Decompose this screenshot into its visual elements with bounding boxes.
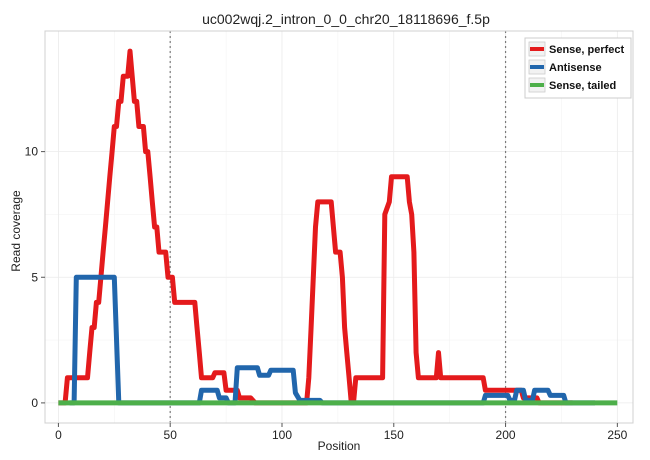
x-axis-label: Position <box>318 439 361 453</box>
legend-label: Antisense <box>549 62 602 74</box>
y-tick-label: 10 <box>25 145 39 159</box>
y-tick-label: 0 <box>31 396 38 410</box>
y-tick-label: 5 <box>31 270 38 284</box>
series-lines <box>58 48 618 406</box>
legend: Sense, perfect Antisense Sense, tailed <box>524 37 632 99</box>
reference-lines <box>169 31 507 423</box>
x-axis-ticks: 0 50 100 150 200 250 <box>55 423 628 442</box>
x-tick-label: 200 <box>496 428 516 442</box>
y-axis-label: Read coverage <box>9 190 23 272</box>
y-axis-ticks: 0 5 10 <box>25 145 45 410</box>
x-tick-label: 0 <box>55 428 62 442</box>
legend-label: Sense, perfect <box>549 44 625 56</box>
plot-border <box>44 30 634 424</box>
series-line-0 <box>58 48 573 406</box>
x-tick-label: 250 <box>607 428 627 442</box>
chart-title: uc002wqj.2_intron_0_0_chr20_18118696_f.5… <box>202 11 490 27</box>
x-tick-label: 100 <box>272 428 292 442</box>
legend-label: Sense, tailed <box>549 80 616 92</box>
x-tick-label: 150 <box>384 428 404 442</box>
x-tick-label: 50 <box>164 428 178 442</box>
